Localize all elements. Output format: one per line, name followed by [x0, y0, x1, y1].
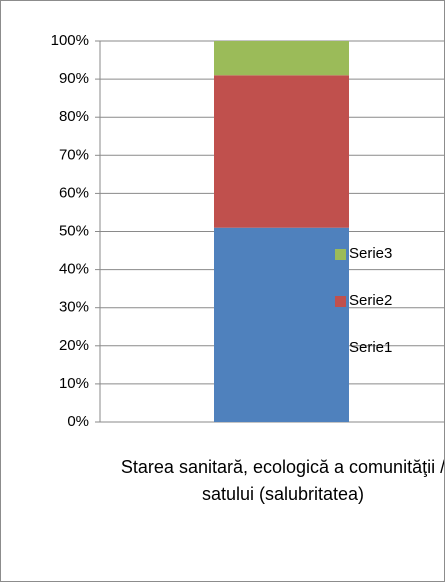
bar-segment [214, 75, 349, 228]
y-tick-label: 60% [59, 184, 89, 201]
y-tick-label: 10% [59, 375, 89, 392]
legend-label: Serie1 [349, 339, 392, 356]
y-tick-label: 0% [67, 413, 89, 430]
legend-label: Serie3 [349, 245, 392, 262]
bar-segment [214, 41, 349, 76]
y-tick-label: 100% [51, 32, 89, 49]
y-tick-label: 70% [59, 146, 89, 163]
bar-segment [214, 227, 349, 422]
x-category-label: Starea sanitară, ecologică a comunităţii… [120, 457, 445, 504]
legend-swatch [335, 296, 346, 307]
legend-swatch [335, 343, 346, 354]
legend-swatch [335, 249, 346, 260]
y-tick-label: 80% [59, 108, 89, 125]
y-tick-label: 50% [59, 222, 89, 239]
y-tick-label: 30% [59, 299, 89, 316]
legend-label: Serie2 [349, 292, 392, 309]
y-tick-label: 90% [59, 70, 89, 87]
y-tick-label: 40% [59, 261, 89, 278]
y-tick-label: 20% [59, 337, 89, 354]
